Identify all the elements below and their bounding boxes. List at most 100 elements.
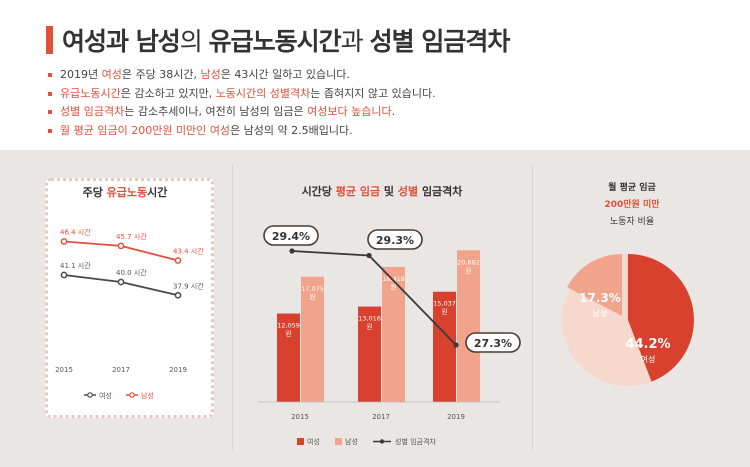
line-point xyxy=(60,238,68,245)
bar-male-unit: 원 xyxy=(310,292,316,301)
bullet-square-icon xyxy=(48,73,52,77)
bullet-text: 은 43시간 일하고 있습니다. xyxy=(220,68,350,81)
gap-label-box xyxy=(367,229,423,250)
legend-swatch-male xyxy=(335,438,342,445)
bar-male xyxy=(457,250,480,402)
pie-title-line3: 노동자 비율 xyxy=(610,216,654,227)
bullet-text: . xyxy=(391,105,396,118)
bullet-highlight: 성별격차 xyxy=(269,86,311,100)
bullet-1: 2019년 여성은 주당 38시간, 남성은 43시간 일하고 있습니다. xyxy=(48,66,738,85)
bar-female xyxy=(433,291,456,402)
bar-female-label: 15,037 xyxy=(433,300,456,308)
gap-label-box xyxy=(465,332,521,353)
pie-slice-male xyxy=(567,254,622,316)
bullet-text: 은 남성의 약 2.5배입니다. xyxy=(230,123,353,137)
summary-bullets: 2019년 여성은 주당 38시간, 남성은 43시간 일하고 있습니다. 유급… xyxy=(48,66,738,140)
pie-title-line2: 200만원 미만 xyxy=(604,198,660,210)
line-point xyxy=(117,278,125,286)
bar-x-tick: 2015 xyxy=(291,413,309,421)
bullet-highlight: 월 평균 임금이 200만원 미만인 xyxy=(60,123,210,137)
legend-marker-male xyxy=(129,392,135,398)
bullet-text: 는 감소추세이나, 여전히 남성의 임금은 xyxy=(124,105,308,118)
page-title: 여성과 남성의 유급노동시간과 성별 임금격차 xyxy=(62,22,511,58)
bar-female-label: 12,059 xyxy=(277,322,300,330)
bullet-highlight: 여성 xyxy=(101,68,122,81)
bar-male xyxy=(301,276,324,402)
bullet-4: 월 평균 임금이 200만원 미만인 여성은 남성의 약 2.5배입니다. xyxy=(48,122,738,141)
title-segment: 및 xyxy=(380,184,398,198)
bar-female-unit: 원 xyxy=(286,329,292,338)
bar-x-tick: 2017 xyxy=(372,413,390,421)
gap-point xyxy=(453,342,459,348)
bullet-3: 성별 임금격차는 감소추세이나, 여전히 남성의 임금은 여성보다 높습니다. xyxy=(48,103,738,122)
line-x-tick: 2015 xyxy=(55,366,73,374)
legend-marker-female xyxy=(87,392,93,398)
title-accent-bar xyxy=(46,26,53,54)
bullet-square-icon xyxy=(48,128,52,133)
title-part-5: 성별 임금격차 xyxy=(369,27,511,56)
title-segment: 평균 임금 xyxy=(336,184,380,198)
pie-slice-female xyxy=(628,254,695,382)
gap-point xyxy=(366,252,372,259)
legend-label-male: 남성 xyxy=(345,437,358,446)
bullet-highlight: 유급노동시간 xyxy=(60,86,121,100)
bullet-highlight: 노동시간의 xyxy=(215,86,270,100)
legend-label-female: 여성 xyxy=(307,437,320,446)
bar-female-unit: 원 xyxy=(367,322,373,331)
line-data-label: 43.4 시간 xyxy=(173,246,204,255)
bar-x-tick: 2019 xyxy=(447,413,465,421)
bar-male-label: 17,075 xyxy=(301,285,324,293)
line-x-tick: 2019 xyxy=(169,366,187,374)
bar-male-unit: 원 xyxy=(466,265,472,274)
pie-label-female-value: 44.2% xyxy=(625,337,670,352)
bullet-text: 2019년 xyxy=(60,68,102,81)
bar-female-unit: 원 xyxy=(442,307,448,316)
title-part-1: 여성과 남성 xyxy=(62,27,181,56)
gap-data-label: 29.3% xyxy=(376,234,414,247)
legend-label-gap: 성별 임금격차 xyxy=(395,437,436,446)
line-data-label: 45.7 시간 xyxy=(116,232,147,241)
bullet-square-icon xyxy=(48,110,52,114)
line-point xyxy=(174,291,182,299)
bullet-highlight: 여성 xyxy=(209,123,231,137)
title-segment: 성별 xyxy=(398,184,418,198)
pie-label-male-value: 17.3% xyxy=(579,291,621,305)
bar-female-label: 13,016 xyxy=(358,315,381,323)
legend-swatch-female xyxy=(297,438,304,445)
header-panel xyxy=(0,0,750,150)
line-data-label: 46.4 시간 xyxy=(60,227,91,236)
bar-female xyxy=(358,306,381,402)
legend-marker-gap xyxy=(379,439,385,444)
bullet-text: 은 감소하고 있지만, xyxy=(120,86,216,100)
line-x-tick: 2017 xyxy=(112,366,130,374)
title-part-3: 유급노동시간 xyxy=(208,27,342,56)
title-segment: 주당 xyxy=(83,185,107,199)
bullet-square-icon xyxy=(48,91,52,96)
title-part-2: 의 xyxy=(179,27,209,56)
title-segment: 유급노동 xyxy=(107,186,147,199)
title-part-4: 과 xyxy=(340,27,370,56)
line-data-label: 40.0 시간 xyxy=(116,268,147,277)
title-segment: 시간당 xyxy=(302,184,336,198)
line-chart-title: 주당 유급노동시간 xyxy=(83,185,168,199)
gap-point xyxy=(289,248,295,254)
line-point xyxy=(117,242,125,250)
pie-title-line1: 월 평균 임금 xyxy=(608,181,656,193)
bullet-text: 은 주당 38시간, xyxy=(121,68,201,81)
pie-label-female-name: 여성 xyxy=(641,354,656,364)
bar-male xyxy=(382,266,405,402)
bar-male-label: 18,418 xyxy=(382,275,405,283)
line-chart-card xyxy=(45,178,214,418)
divider xyxy=(232,165,234,450)
divider xyxy=(532,165,534,450)
title-segment: 시간 xyxy=(147,185,167,199)
bar-male-unit: 원 xyxy=(391,282,397,291)
bullet-highlight: 여성보다 높습니다 xyxy=(307,105,392,118)
line-data-label: 41.1 시간 xyxy=(60,261,91,270)
pie-label-male-name: 남성 xyxy=(593,309,608,318)
bar-female xyxy=(277,313,300,402)
bullet-2: 유급노동시간은 감소하고 있지만, 노동시간의 성별격차는 좁혀지지 않고 있습… xyxy=(48,85,738,104)
bar-male-label: 20,682 xyxy=(457,258,480,266)
title-segment: 임금격차 xyxy=(418,184,463,198)
